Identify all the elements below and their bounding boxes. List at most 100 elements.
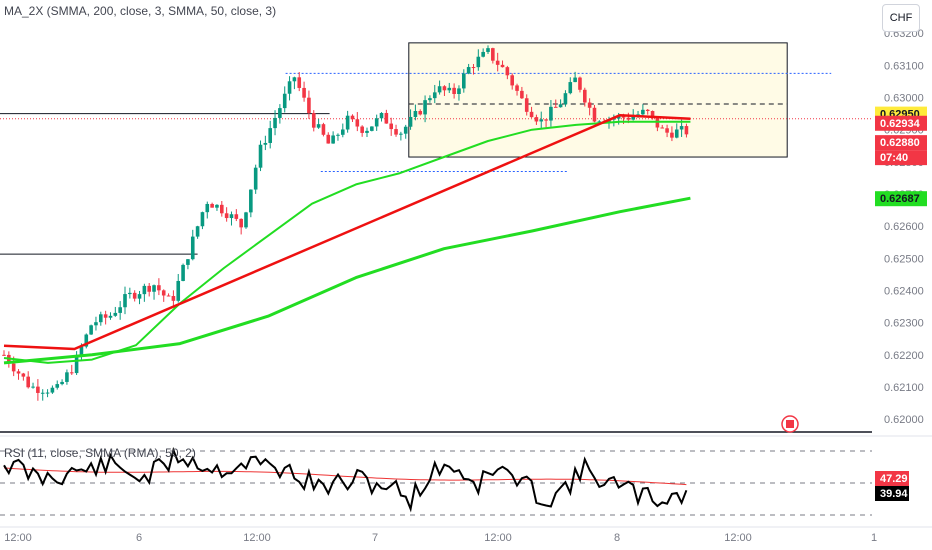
candle-body: [549, 106, 553, 121]
candle-body: [476, 56, 481, 68]
candle-body: [181, 264, 185, 281]
candle-body: [311, 113, 316, 128]
price-label-bg: [875, 150, 927, 166]
candle-body: [161, 290, 166, 296]
candle-body: [578, 77, 582, 90]
y-tick-label: 0.62500: [884, 253, 924, 265]
candle-body: [108, 315, 113, 318]
currency-button[interactable]: CHF: [882, 4, 920, 32]
candle-body: [297, 77, 302, 88]
candle-body: [321, 124, 326, 135]
y-tick-label: 0.62100: [884, 382, 924, 394]
candle-body: [674, 129, 679, 138]
candle-body: [152, 285, 156, 292]
candle-body: [486, 48, 490, 52]
indicator-title: MA_2X (SMMA, 200, close, 3, SMMA, 50, cl…: [4, 4, 277, 18]
candle-body: [157, 285, 161, 291]
candle-body: [258, 144, 263, 168]
candle-body: [278, 108, 282, 118]
candle-body: [432, 92, 437, 99]
candle-body: [520, 90, 524, 99]
candle-body: [389, 123, 393, 130]
candle-body: [55, 384, 60, 388]
candle-body: [428, 98, 432, 101]
candle-body: [452, 87, 456, 94]
candle-body: [665, 128, 669, 133]
candle-body: [331, 135, 335, 144]
candle-body: [418, 111, 423, 115]
y-tick-label: 0.62000: [884, 414, 924, 426]
rsi-label: 47.29: [880, 473, 908, 485]
candle-body: [316, 124, 321, 128]
candle-body: [65, 372, 69, 382]
candle-body: [249, 189, 253, 213]
candle-body: [350, 115, 355, 120]
candle-body: [341, 129, 345, 135]
candle-body: [597, 121, 602, 123]
candle-body: [186, 259, 190, 265]
candle-body: [471, 67, 476, 69]
candle-body: [244, 212, 248, 228]
y-tick-label: 0.62600: [884, 221, 924, 233]
y-tick-label: 0.62200: [884, 350, 924, 362]
candle-body: [147, 285, 151, 292]
candle-body: [31, 386, 35, 388]
candle-body: [583, 89, 587, 103]
candle-body: [515, 85, 519, 91]
price-label: 0.62880: [880, 137, 920, 149]
price-label: 0.62934: [880, 118, 921, 130]
candle-body: [408, 116, 413, 127]
x-tick-label: 1: [871, 532, 877, 544]
candle-body: [423, 100, 427, 115]
candle-body: [253, 167, 258, 190]
price-label-bg: [875, 115, 927, 131]
candle-body: [616, 115, 621, 119]
candle-body: [84, 334, 89, 347]
candle-body: [437, 86, 442, 93]
candle-body: [171, 296, 176, 301]
x-tick-label: 12:00: [484, 532, 512, 544]
candle-body: [205, 203, 210, 213]
candle-body: [660, 127, 665, 129]
candle-body: [94, 322, 98, 326]
x-tick-label: 7: [372, 532, 378, 544]
candle-body: [592, 107, 597, 122]
candle-body: [447, 87, 452, 91]
x-tick-label: 12:00: [243, 532, 271, 544]
candle-body: [113, 312, 118, 316]
candle-body: [11, 363, 16, 372]
candle-body: [650, 111, 655, 117]
candle-body: [36, 386, 40, 393]
x-tick-label: 8: [614, 532, 620, 544]
candle-body: [220, 204, 224, 214]
candle-body: [273, 117, 277, 129]
candle-body: [491, 48, 495, 61]
candle-body: [442, 86, 447, 91]
candle-body: [200, 212, 205, 227]
candle-body: [132, 292, 137, 299]
candle-body: [370, 126, 374, 131]
candle-body: [641, 109, 645, 115]
candle-body: [355, 119, 360, 127]
price-label: 0.62687: [880, 193, 920, 205]
y-tick-label: 0.63000: [884, 93, 924, 105]
candle-body: [128, 292, 132, 295]
candle-body: [326, 134, 331, 144]
candle-body: [89, 325, 93, 335]
candle-body: [558, 104, 563, 108]
candle-body: [462, 73, 466, 89]
candle-body: [684, 126, 689, 135]
candle-body: [457, 88, 461, 94]
candle-body: [224, 213, 229, 219]
candle-body: [79, 346, 84, 355]
rsi-label-bg: [875, 471, 909, 486]
candle-body: [345, 115, 350, 130]
candle-body: [529, 111, 534, 118]
candle-body: [481, 51, 485, 57]
candle-body: [229, 214, 234, 219]
candle-body: [534, 117, 539, 122]
candle-body: [631, 116, 635, 120]
x-tick-label: 12:00: [4, 532, 32, 544]
rsi-title: RSI (11, close, SMMA (RMA), 50, 2): [4, 446, 196, 460]
